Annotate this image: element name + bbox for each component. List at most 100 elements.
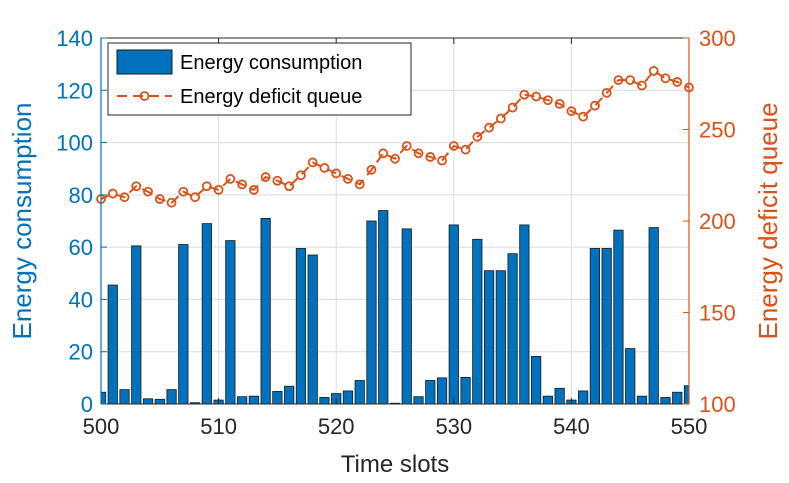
line-point: [131, 181, 142, 192]
bar: [366, 220, 377, 405]
right-y-tick-label: 200: [699, 209, 736, 234]
line-point: [542, 95, 553, 106]
line-point: [284, 181, 295, 192]
line-point: [319, 163, 330, 173]
series-line: [100, 69, 690, 204]
line-point: [519, 89, 530, 100]
bar: [178, 244, 189, 405]
line-point: [178, 186, 189, 197]
line-point: [601, 88, 612, 98]
bar: [589, 248, 601, 405]
bar: [495, 270, 506, 405]
line-point: [248, 184, 259, 195]
bar: [436, 377, 448, 405]
x-tick-label: 550: [671, 414, 708, 439]
x-tick-label: 540: [553, 414, 590, 439]
bar: [131, 245, 142, 405]
line-point: [484, 122, 494, 133]
line-point: [107, 188, 118, 199]
line-point: [554, 98, 565, 109]
x-tick-label: 510: [200, 414, 237, 439]
legend-label-energy-deficit-queue: Energy deficit queue: [180, 86, 362, 108]
bar: [166, 389, 177, 405]
legend-bar-swatch: [116, 49, 173, 75]
bar: [237, 396, 248, 405]
line-point: [343, 174, 353, 184]
bar: [578, 390, 589, 405]
line-point: [448, 141, 459, 151]
bar: [472, 238, 483, 405]
bar: [672, 391, 683, 405]
bar: [307, 254, 318, 405]
line-point: [390, 153, 400, 164]
line-point: [190, 192, 200, 203]
line-point: [154, 194, 165, 204]
left-y-tick-label: 100: [56, 131, 93, 156]
line-point: [578, 111, 589, 122]
bar: [295, 248, 307, 405]
right-y-tick-label: 100: [699, 392, 736, 417]
bar: [225, 240, 236, 405]
line-point: [354, 179, 365, 190]
bar: [531, 356, 542, 405]
right-y-axis: 100 150 200 250 300: [683, 26, 736, 417]
bar: [119, 389, 130, 405]
line-point: [625, 75, 636, 85]
bar: [660, 397, 671, 405]
x-axis-label: Time slots: [341, 451, 449, 478]
line-point: [260, 172, 271, 182]
line-point: [648, 66, 659, 76]
line-point: [637, 80, 647, 91]
left-y-tick-label: 80: [69, 183, 93, 208]
left-y-axis-label: Energy consumption: [7, 102, 37, 339]
bar: [636, 395, 648, 405]
bar: [625, 348, 636, 405]
line-point: [225, 174, 236, 184]
right-y-tick-label: 150: [699, 301, 736, 326]
legend-line-marker: [139, 91, 150, 101]
line-point: [425, 152, 436, 162]
line-point: [672, 77, 683, 87]
line-point: [331, 168, 342, 179]
bar: [260, 217, 271, 405]
bar: [342, 390, 354, 405]
line-point: [531, 91, 542, 102]
left-y-tick-label: 60: [69, 235, 93, 260]
line-point: [495, 113, 506, 124]
legend: Energy consumption Energy deficit queue: [107, 42, 412, 116]
left-y-tick-label: 120: [56, 78, 93, 103]
line-point: [166, 197, 177, 208]
line-point: [296, 170, 306, 181]
left-y-tick-label: 40: [69, 287, 93, 312]
line-point: [272, 175, 283, 186]
bar: [460, 376, 471, 405]
left-y-axis: 0 20 40 60 80 100 120 140: [56, 26, 107, 417]
bar: [354, 380, 365, 405]
bar: [272, 391, 283, 405]
right-y-tick-label: 300: [699, 26, 736, 51]
line-point: [413, 148, 424, 159]
line-point: [507, 102, 518, 113]
bar: [683, 385, 690, 405]
line-point: [237, 179, 248, 190]
left-y-tick-label: 20: [69, 340, 93, 365]
line-point: [213, 184, 224, 195]
x-tick-label: 520: [318, 414, 355, 439]
line-point: [590, 100, 600, 111]
bar: [201, 223, 212, 405]
line-point: [660, 73, 671, 84]
bar: [100, 391, 107, 405]
right-y-tick-label: 250: [699, 118, 736, 143]
bar: [601, 248, 612, 405]
legend-label-energy-consumption: Energy consumption: [180, 52, 362, 74]
right-y-axis-label: Energy deficit queue: [753, 102, 783, 339]
bar: [648, 227, 659, 405]
line-point: [201, 181, 212, 192]
line-point: [613, 75, 624, 85]
bar: [542, 395, 553, 405]
energy-consumption-bars: [100, 210, 690, 405]
line-point: [378, 148, 389, 159]
bar: [519, 224, 530, 405]
line-point: [119, 192, 130, 203]
